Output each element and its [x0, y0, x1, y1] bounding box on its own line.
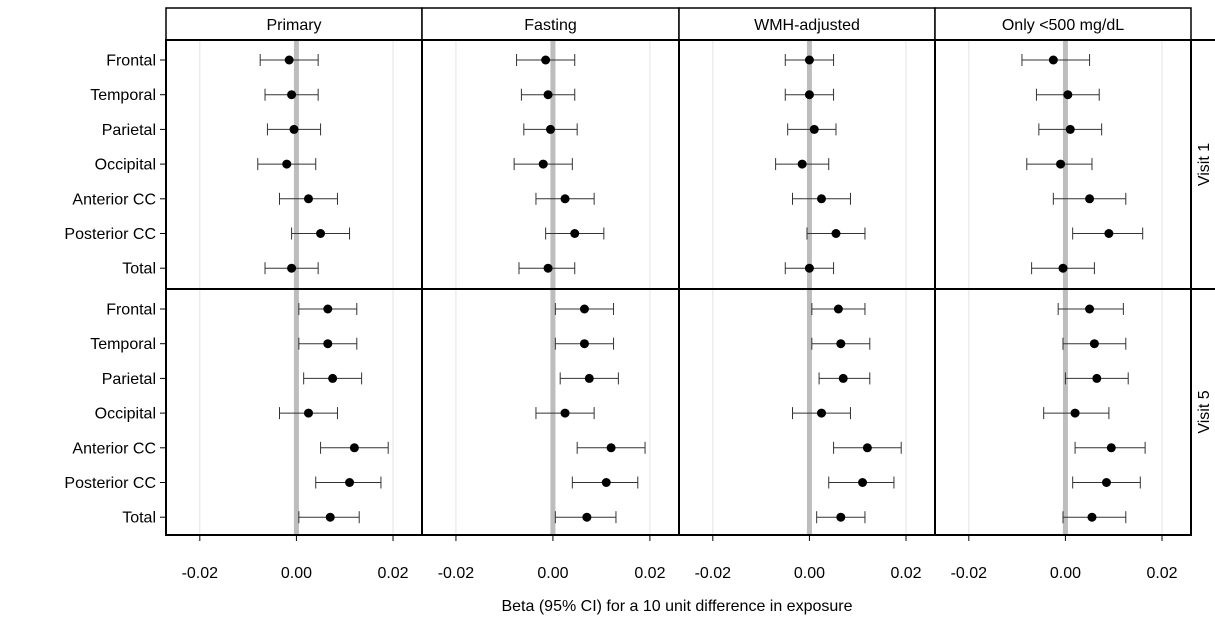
- point-estimate: [304, 194, 313, 203]
- column-title: Fasting: [524, 17, 576, 34]
- point-estimate: [282, 160, 291, 169]
- point-estimate: [858, 478, 867, 487]
- point-estimate: [1104, 229, 1113, 238]
- x-tick-label: 0.02: [377, 565, 408, 582]
- category-label: Temporal: [90, 87, 156, 104]
- point-estimate: [836, 513, 845, 522]
- point-estimate: [316, 229, 325, 238]
- category-label: Occipital: [95, 157, 156, 174]
- row-strip-label: Visit 5: [1196, 390, 1213, 433]
- x-tick-label: 0.00: [1050, 565, 1081, 582]
- point-estimate: [561, 409, 570, 418]
- point-estimate: [350, 443, 359, 452]
- point-estimate: [798, 160, 807, 169]
- point-estimate: [810, 125, 819, 134]
- x-tick-label: -0.02: [951, 565, 988, 582]
- x-tick-label: 0.02: [634, 565, 665, 582]
- point-estimate: [836, 339, 845, 348]
- x-tick-label: 0.00: [537, 565, 568, 582]
- category-label: Temporal: [90, 336, 156, 353]
- point-estimate: [544, 264, 553, 273]
- point-estimate: [561, 194, 570, 203]
- point-estimate: [1085, 305, 1094, 314]
- category-label: Total: [122, 261, 156, 278]
- point-estimate: [541, 56, 550, 65]
- category-label: Frontal: [106, 53, 156, 70]
- category-label: Occipital: [95, 406, 156, 423]
- column-title: Primary: [266, 17, 321, 34]
- point-estimate: [1071, 409, 1080, 418]
- point-estimate: [1049, 56, 1058, 65]
- row-strip-label: Visit 1: [1196, 143, 1213, 186]
- point-estimate: [582, 513, 591, 522]
- point-estimate: [607, 443, 616, 452]
- point-estimate: [831, 229, 840, 238]
- point-estimate: [1102, 478, 1111, 487]
- point-estimate: [1063, 90, 1072, 99]
- point-estimate: [539, 160, 548, 169]
- point-estimate: [817, 194, 826, 203]
- point-estimate: [805, 56, 814, 65]
- point-estimate: [285, 56, 294, 65]
- x-tick-label: -0.02: [438, 565, 475, 582]
- point-estimate: [817, 409, 826, 418]
- column-title: Only <500 mg/dL: [1002, 17, 1124, 34]
- point-estimate: [287, 90, 296, 99]
- category-label: Frontal: [106, 302, 156, 319]
- point-estimate: [805, 264, 814, 273]
- point-estimate: [323, 305, 332, 314]
- x-tick-label: 0.00: [281, 565, 312, 582]
- point-estimate: [323, 339, 332, 348]
- point-estimate: [570, 229, 579, 238]
- category-label: Parietal: [102, 122, 156, 139]
- point-estimate: [834, 305, 843, 314]
- point-estimate: [304, 409, 313, 418]
- x-axis-title: Beta (95% CI) for a 10 unit difference i…: [501, 598, 852, 615]
- point-estimate: [585, 374, 594, 383]
- point-estimate: [1087, 513, 1096, 522]
- point-estimate: [580, 339, 589, 348]
- point-estimate: [546, 125, 555, 134]
- point-estimate: [839, 374, 848, 383]
- point-estimate: [1092, 374, 1101, 383]
- category-label: Anterior CC: [72, 440, 156, 457]
- x-tick-label: 0.00: [794, 565, 825, 582]
- category-label: Total: [122, 510, 156, 527]
- point-estimate: [328, 374, 337, 383]
- column-title: WMH-adjusted: [754, 17, 860, 34]
- x-tick-label: 0.02: [890, 565, 921, 582]
- point-estimate: [287, 264, 296, 273]
- x-tick-label: -0.02: [182, 565, 219, 582]
- point-estimate: [863, 443, 872, 452]
- point-estimate: [1107, 443, 1116, 452]
- point-estimate: [1056, 160, 1065, 169]
- point-estimate: [1085, 194, 1094, 203]
- point-estimate: [544, 90, 553, 99]
- category-label: Anterior CC: [72, 191, 156, 208]
- point-estimate: [290, 125, 299, 134]
- x-tick-label: 0.02: [1146, 565, 1177, 582]
- category-label: Posterior CC: [64, 226, 156, 243]
- point-estimate: [345, 478, 354, 487]
- category-label: Parietal: [102, 371, 156, 388]
- x-tick-label: -0.02: [695, 565, 732, 582]
- point-estimate: [1090, 339, 1099, 348]
- point-estimate: [580, 305, 589, 314]
- point-estimate: [805, 90, 814, 99]
- point-estimate: [1059, 264, 1068, 273]
- category-label: Posterior CC: [64, 475, 156, 492]
- point-estimate: [602, 478, 611, 487]
- point-estimate: [326, 513, 335, 522]
- point-estimate: [1066, 125, 1075, 134]
